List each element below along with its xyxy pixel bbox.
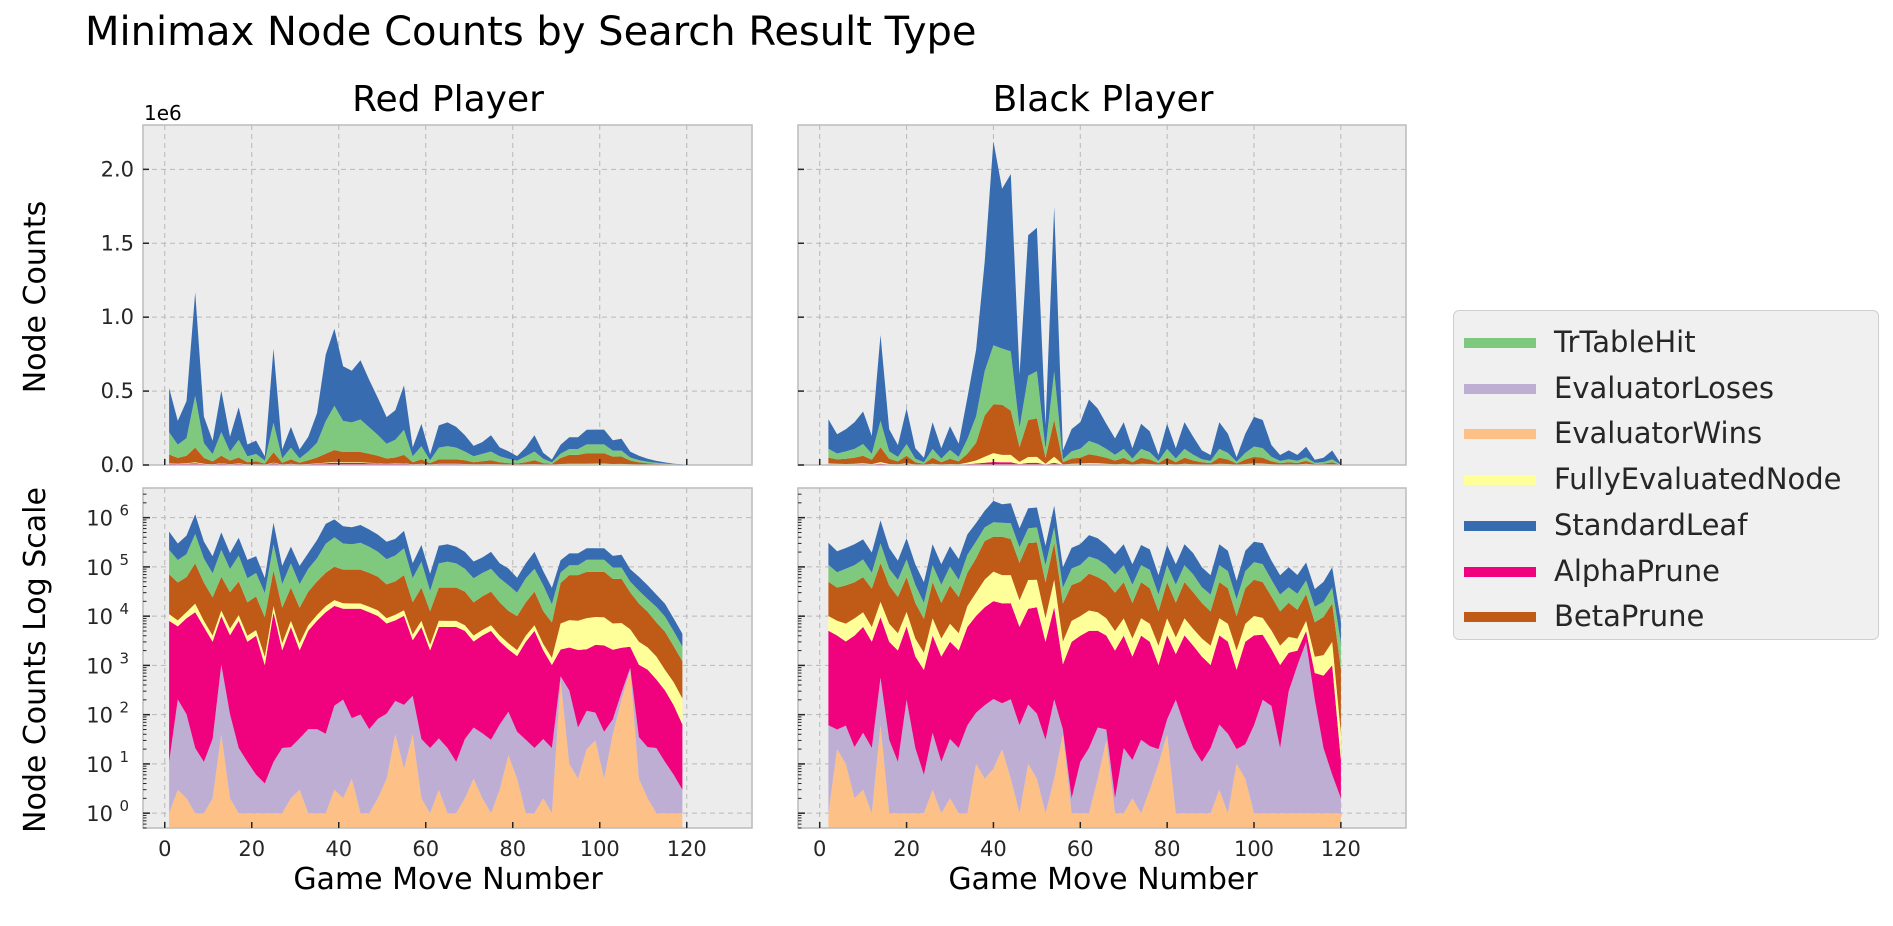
y-tick-exponent: 1 xyxy=(119,748,129,766)
offset-text: 1e6 xyxy=(144,101,182,125)
area-evaluatorwins xyxy=(169,670,683,828)
y-tick-label: 10 xyxy=(86,753,113,777)
legend-label: AlphaPrune xyxy=(1554,553,1720,588)
x-tick-label: 120 xyxy=(667,837,707,861)
legend-label: TrTableHit xyxy=(1554,325,1696,359)
y-tick-exponent: 0 xyxy=(119,797,129,815)
x-tick-label: 0 xyxy=(813,837,826,861)
x-tick-label: 60 xyxy=(1067,837,1094,861)
y-tick-label: 0.0 xyxy=(101,453,134,477)
area-alphaprune xyxy=(169,605,683,790)
plot-frame xyxy=(797,124,1407,466)
ylabel-top: Node Counts xyxy=(18,201,53,394)
area-trtablehit xyxy=(828,522,1341,670)
x-tick-label: 80 xyxy=(1154,837,1181,861)
y-tick-exponent: 2 xyxy=(119,699,129,717)
legend-label: BetaPrune xyxy=(1554,599,1705,634)
x-tick-label: 60 xyxy=(412,837,439,861)
y-tick-exponent: 6 xyxy=(119,502,129,520)
plot-area xyxy=(143,125,752,465)
legend-label: FullyEvaluatedNode xyxy=(1554,462,1842,497)
xlabel-black: Game Move Number xyxy=(948,862,1258,897)
y-tick-label: 1.5 xyxy=(101,231,134,255)
area-alphaprune xyxy=(828,601,1341,799)
legend-swatch xyxy=(1464,338,1536,348)
area-trtablehit xyxy=(169,395,683,465)
x-tick-label: 80 xyxy=(499,837,526,861)
legend-label: EvaluatorWins xyxy=(1554,416,1763,451)
legend-item: BetaPrune xyxy=(1454,597,1878,637)
x-tick-label: 120 xyxy=(1321,837,1361,861)
legend-swatch xyxy=(1464,475,1536,486)
panel-title-black: Black Player xyxy=(993,79,1214,120)
y-tick-label: 0.5 xyxy=(101,379,134,403)
x-tick-label: 100 xyxy=(580,837,620,861)
panel-title-red: Red Player xyxy=(352,79,544,120)
ylabel-bottom: Node Counts Log Scale xyxy=(18,487,53,833)
legend-swatch xyxy=(1464,566,1536,577)
x-tick-label: 20 xyxy=(238,837,265,861)
area-evaluatorloses xyxy=(169,664,683,814)
legend-item: EvaluatorWins xyxy=(1454,414,1878,454)
y-tick-label: 10 xyxy=(86,802,113,826)
area-standardleaf xyxy=(169,292,683,465)
plot-area xyxy=(798,125,1406,465)
y-tick-label: 10 xyxy=(86,556,113,580)
y-tick-exponent: 4 xyxy=(119,600,129,618)
area-evaluatorloses xyxy=(828,641,1341,814)
legend: TrTableHit EvaluatorLoses EvaluatorWins Ful… xyxy=(1453,310,1879,640)
x-tick-label: 20 xyxy=(893,837,920,861)
area-trtablehit xyxy=(169,533,683,662)
axes-red-linear: 0.0 0.5 1.0 1.5 2.0 xyxy=(101,124,753,477)
y-tick-label: 10 xyxy=(86,654,113,678)
y-tick-exponent: 3 xyxy=(119,649,129,667)
plot-frame xyxy=(142,487,753,829)
area-evaluatorwins xyxy=(828,725,1341,828)
area-betaprune xyxy=(828,404,1341,465)
legend-swatch xyxy=(1464,612,1536,623)
x-tick-label: 40 xyxy=(980,837,1007,861)
legend-swatch xyxy=(1464,520,1536,531)
area-standardleaf xyxy=(828,500,1341,644)
legend-item: StandardLeaf xyxy=(1454,506,1878,546)
y-tick-label: 10 xyxy=(86,605,113,629)
y-tick-label: 10 xyxy=(86,704,113,728)
x-tick-label: 40 xyxy=(325,837,352,861)
legend-item: EvaluatorLoses xyxy=(1454,369,1878,409)
y-tick-label: 1.0 xyxy=(101,305,134,329)
area-betaprune xyxy=(828,536,1341,734)
legend-swatch xyxy=(1464,383,1536,394)
area-betaprune xyxy=(169,563,683,699)
x-tick-label: 0 xyxy=(158,837,171,861)
y-tick-label: 10 xyxy=(86,507,113,531)
legend-item: FullyEvaluatedNode xyxy=(1454,460,1878,500)
x-tick-label: 100 xyxy=(1234,837,1274,861)
legend-label: StandardLeaf xyxy=(1554,507,1748,542)
legend-item: AlphaPrune xyxy=(1454,552,1878,592)
axes-black-linear xyxy=(797,124,1407,466)
y-tick-label: 2.0 xyxy=(101,157,134,181)
figure-title: Minimax Node Counts by Search Result Typ… xyxy=(85,9,977,55)
legend-label: EvaluatorLoses xyxy=(1554,370,1774,405)
legend-swatch xyxy=(1464,429,1536,440)
axes-black-log: 0 20 40 60 80 100 120 xyxy=(797,487,1407,861)
plot-frame xyxy=(797,487,1407,829)
y-tick-exponent: 5 xyxy=(119,551,129,569)
xlabel-red: Game Move Number xyxy=(293,862,603,897)
plot-frame xyxy=(142,124,753,466)
legend-item: TrTableHit xyxy=(1454,323,1878,363)
